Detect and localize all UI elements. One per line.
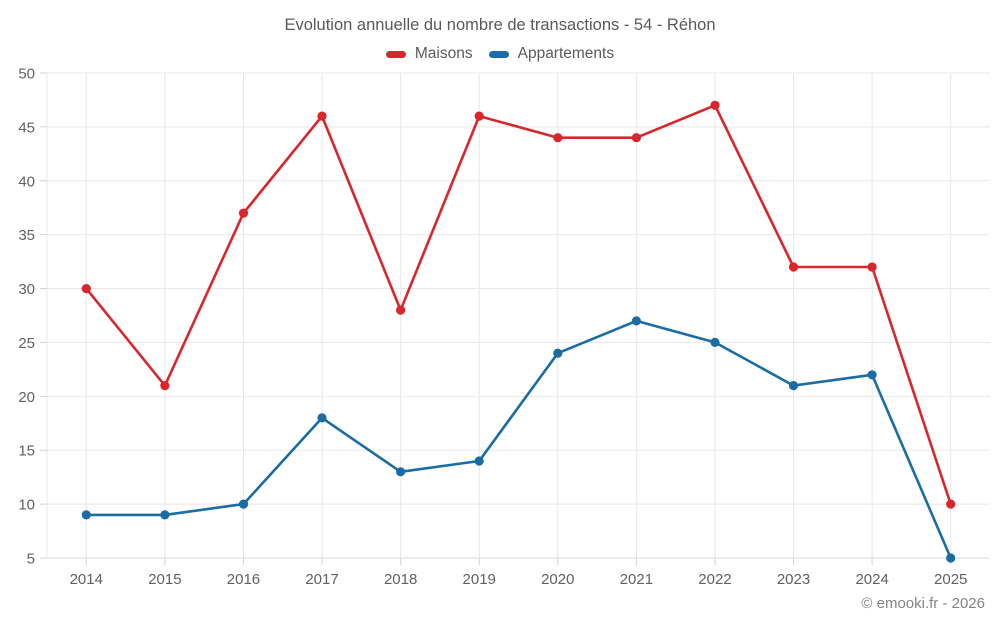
axes (40, 72, 990, 565)
y-tick-label: 35 (18, 227, 35, 244)
series-line-appartements (85, 319, 952, 560)
x-tick-label: 2015 (148, 571, 181, 588)
data-point-appartements-2015[interactable] (160, 510, 170, 520)
data-point-appartements-2016[interactable] (238, 499, 249, 509)
x-tick-label: 2022 (698, 571, 731, 588)
y-tick-label: 40 (18, 173, 35, 190)
maisons-swatch-icon (385, 50, 406, 58)
x-axis-labels: 2014 2015 2016 2017 2018 2019 2020 2021 2022 2023… (70, 571, 968, 588)
legend-label-maisons: Maisons (414, 45, 473, 62)
data-point-appartements-2017[interactable] (317, 413, 327, 423)
series-line-maisons (85, 104, 952, 506)
data-point-maisons-2025[interactable] (946, 499, 956, 509)
x-tick-label: 2025 (934, 571, 967, 588)
y-tick-label: 45 (18, 119, 35, 136)
chart-legend: Maisons Appartements (0, 45, 1000, 63)
data-point-maisons-2017[interactable] (317, 111, 327, 121)
data-point-appartements-2024[interactable] (867, 370, 877, 380)
data-point-maisons-2024[interactable] (867, 262, 877, 272)
chart-title: Evolution annuelle du nombre de transact… (284, 16, 716, 34)
y-tick-label: 15 (18, 443, 35, 460)
data-point-maisons-2023[interactable] (788, 262, 799, 272)
data-point-appartements-2019[interactable] (474, 456, 484, 466)
data-point-appartements-2021[interactable] (631, 316, 642, 326)
x-tick-label: 2024 (855, 571, 888, 588)
data-point-maisons-2022[interactable] (710, 100, 720, 110)
appartements-swatch-icon (488, 50, 509, 58)
x-tick-label: 2014 (70, 571, 103, 588)
legend-label-appartements: Appartements (517, 45, 615, 62)
data-point-appartements-2018[interactable] (396, 467, 406, 477)
y-axis-labels: 5 10 15 20 25 30 35 40 45 50 (18, 66, 35, 568)
legend-item-appartements[interactable]: Appartements (488, 45, 615, 63)
copyright-text: © emooki.fr - 2026 (861, 595, 985, 612)
data-point-appartements-2020[interactable] (553, 348, 563, 358)
x-tick-label: 2019 (463, 571, 496, 588)
data-point-maisons-2021[interactable] (631, 133, 642, 143)
y-tick-label: 25 (18, 335, 35, 352)
x-tick-label: 2021 (620, 571, 653, 588)
data-point-appartements-2023[interactable] (788, 381, 799, 391)
y-tick-label: 5 (27, 551, 35, 568)
data-point-maisons-2015[interactable] (160, 381, 170, 391)
series-maisons (81, 100, 956, 509)
x-tick-label: 2023 (777, 571, 810, 588)
gridlines (46, 72, 990, 558)
legend-item-maisons[interactable]: Maisons (385, 45, 473, 63)
data-point-appartements-2014[interactable] (81, 510, 91, 520)
data-point-appartements-2025[interactable] (946, 553, 956, 563)
x-tick-label: 2017 (305, 571, 338, 588)
data-point-maisons-2018[interactable] (396, 305, 406, 315)
x-tick-label: 2018 (384, 571, 417, 588)
x-tick-label: 2020 (541, 571, 574, 588)
data-point-appartements-2022[interactable] (710, 337, 720, 347)
data-point-maisons-2020[interactable] (553, 133, 563, 143)
x-tick-label: 2016 (227, 571, 260, 588)
y-tick-label: 20 (18, 389, 35, 406)
series-appartements (81, 316, 956, 563)
data-point-maisons-2016[interactable] (238, 208, 249, 218)
data-point-maisons-2014[interactable] (81, 284, 91, 294)
y-tick-label: 30 (18, 281, 35, 298)
data-point-maisons-2019[interactable] (474, 111, 484, 121)
y-tick-label: 10 (18, 497, 35, 514)
y-tick-label: 50 (18, 66, 35, 83)
